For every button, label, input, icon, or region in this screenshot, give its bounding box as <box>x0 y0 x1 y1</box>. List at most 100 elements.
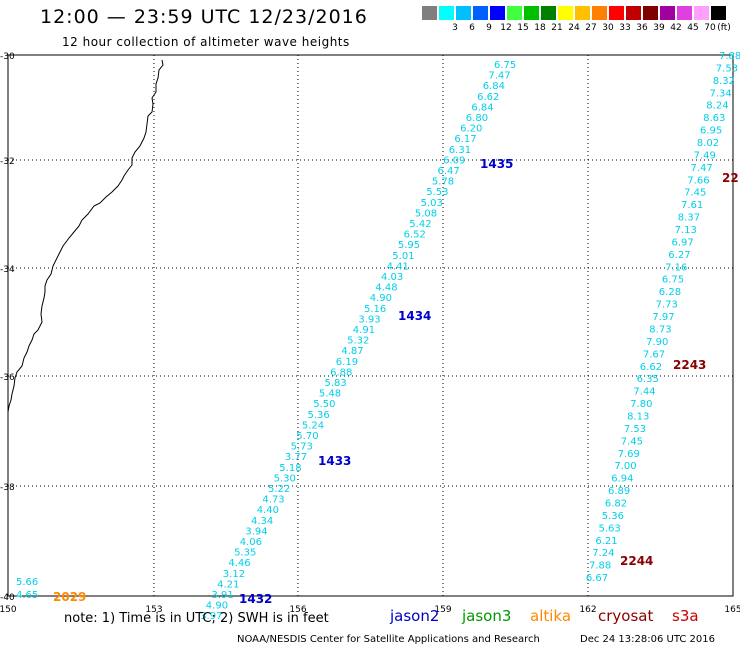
wave-height-value: 5.32 <box>347 336 369 347</box>
wave-height-value: 6.19 <box>336 357 358 368</box>
wave-height-value: 4.46 <box>228 558 250 569</box>
wave-height-value: 7.66 <box>687 175 709 186</box>
wave-height-value: 6.21 <box>595 536 617 547</box>
legend-label: 12 <box>500 23 512 33</box>
legend-label: 15 <box>517 23 529 33</box>
legend-label: 33 <box>619 23 631 33</box>
legend-label: 9 <box>486 23 492 33</box>
wave-height-value: 6.47 <box>438 166 460 177</box>
wave-height-value: 5.18 <box>279 463 301 474</box>
wave-height-value: 6.62 <box>640 362 662 373</box>
legend-label: 30 <box>602 23 614 33</box>
wave-height-value: 3.77 <box>285 452 307 463</box>
longitude-label: 165 <box>724 605 740 615</box>
wave-height-value: 5.01 <box>392 251 414 262</box>
credit-line: NOAA/NESDIS Center for Satellite Applica… <box>237 634 540 645</box>
pass-number-label: 2243 <box>673 358 706 372</box>
wave-height-value: 7.53 <box>624 424 646 435</box>
coastline <box>7 59 164 420</box>
legend-swatch <box>677 6 692 20</box>
wave-height-value: 7.67 <box>643 349 665 360</box>
wave-height-value: 7.49 <box>694 150 716 161</box>
wave-height-value: 4.87 <box>341 346 363 357</box>
legend-label: 27 <box>585 23 597 33</box>
wave-height-value: 8.02 <box>697 138 719 149</box>
legend-swatch <box>592 6 607 20</box>
wave-height-value: 6.28 <box>659 287 681 298</box>
pass-number-label: 1435 <box>480 157 513 171</box>
legend-swatch <box>558 6 573 20</box>
latitude-label: -30 <box>0 52 15 62</box>
legend-swatch <box>541 6 556 20</box>
wave-height-value: 7.45 <box>621 436 643 447</box>
wave-height-value: 6.09 <box>443 155 465 166</box>
wave-height-value: 6.95 <box>700 126 722 137</box>
pass-labels: 1435 1434 1433 1432 2029 22 2243 2244 <box>53 157 739 606</box>
legend-swatch <box>660 6 675 20</box>
legend-swatch <box>422 6 437 20</box>
wave-height-value: 3.94 <box>245 526 267 537</box>
legend-label: 18 <box>534 23 546 33</box>
wave-height-value: 6.89 <box>608 486 630 497</box>
legend-swatch <box>694 6 709 20</box>
wave-height-value: 6.84 <box>483 81 505 92</box>
altimeter-track-a: 6.757.476.846.626.846.806.206.176.316.09… <box>200 60 516 622</box>
longitude-label: 156 <box>289 605 306 615</box>
wave-height-value: 4.03 <box>381 272 403 283</box>
legend-swatch <box>439 6 454 20</box>
wave-height-value: 5.22 <box>268 484 290 495</box>
wave-height-value: 5.16 <box>364 304 386 315</box>
wave-height-value: 5.42 <box>409 219 431 230</box>
wave-height-value: 6.20 <box>460 124 482 135</box>
legend-swatch <box>711 6 726 20</box>
legend-swatch <box>626 6 641 20</box>
legend-label: 36 <box>636 23 648 33</box>
wave-height-value: 6.17 <box>454 134 476 145</box>
wave-height-value: 8.24 <box>706 101 728 112</box>
wave-height-value: 4.73 <box>262 495 284 506</box>
wave-height-value: 7.47 <box>488 71 510 82</box>
legend-unit: (ft) <box>717 23 731 33</box>
wave-height-value: 7.53 <box>716 63 738 74</box>
wave-height-value: 3.97 <box>200 611 222 622</box>
wave-height-value: 7.47 <box>691 163 713 174</box>
legend-swatch <box>473 6 488 20</box>
wave-height-value: 5.95 <box>398 240 420 251</box>
longitude-label: 162 <box>579 605 596 615</box>
legend-cryosat: cryosat <box>598 607 654 625</box>
wave-height-value: 3.93 <box>358 314 380 325</box>
wave-height-value: 7.88 <box>719 51 740 62</box>
wave-height-value: 4.40 <box>257 505 279 516</box>
wave-height-value: 6.94 <box>611 474 633 485</box>
longitude-label: 150 <box>0 605 17 615</box>
wave-height-value: 4.90 <box>206 601 228 612</box>
pass-number-label: 1434 <box>398 309 431 323</box>
legend-swatch <box>575 6 590 20</box>
wave-height-value: 4.48 <box>375 283 397 294</box>
wave-height-value: 7.73 <box>656 300 678 311</box>
legend-swatch <box>507 6 522 20</box>
wave-height-value: 5.36 <box>308 410 330 421</box>
wave-height-value: 6.75 <box>662 275 684 286</box>
legend-label: 45 <box>687 23 699 33</box>
wave-height-value: 7.69 <box>618 449 640 460</box>
wave-height-value: 5.36 <box>602 511 624 522</box>
wave-height-value: 6.67 <box>586 573 608 584</box>
wave-height-value: 7.13 <box>675 225 697 236</box>
wave-height-value: 3.12 <box>223 569 245 580</box>
legend-jason3: jason3 <box>462 607 512 625</box>
wave-height-value: 6.84 <box>471 102 493 113</box>
page-title: 12:00 — 23:59 UTC 12/23/2016 <box>40 6 368 28</box>
wave-height-value: 7.88 <box>589 561 611 572</box>
latitude-label: -34 <box>0 265 15 275</box>
wave-height-value: 5.53 <box>426 187 448 198</box>
wave-height-value: 8.32 <box>713 76 735 87</box>
latitude-label: -32 <box>0 157 15 167</box>
wave-height-value: 7.00 <box>614 461 636 472</box>
page-subtitle: 12 hour collection of altimeter wave hei… <box>62 35 350 49</box>
wave-height-value: 8.63 <box>703 113 725 124</box>
wave-height-value: 6.27 <box>668 250 690 261</box>
latitude-label: -40 <box>0 593 15 603</box>
wave-height-value: 7.61 <box>681 200 703 211</box>
